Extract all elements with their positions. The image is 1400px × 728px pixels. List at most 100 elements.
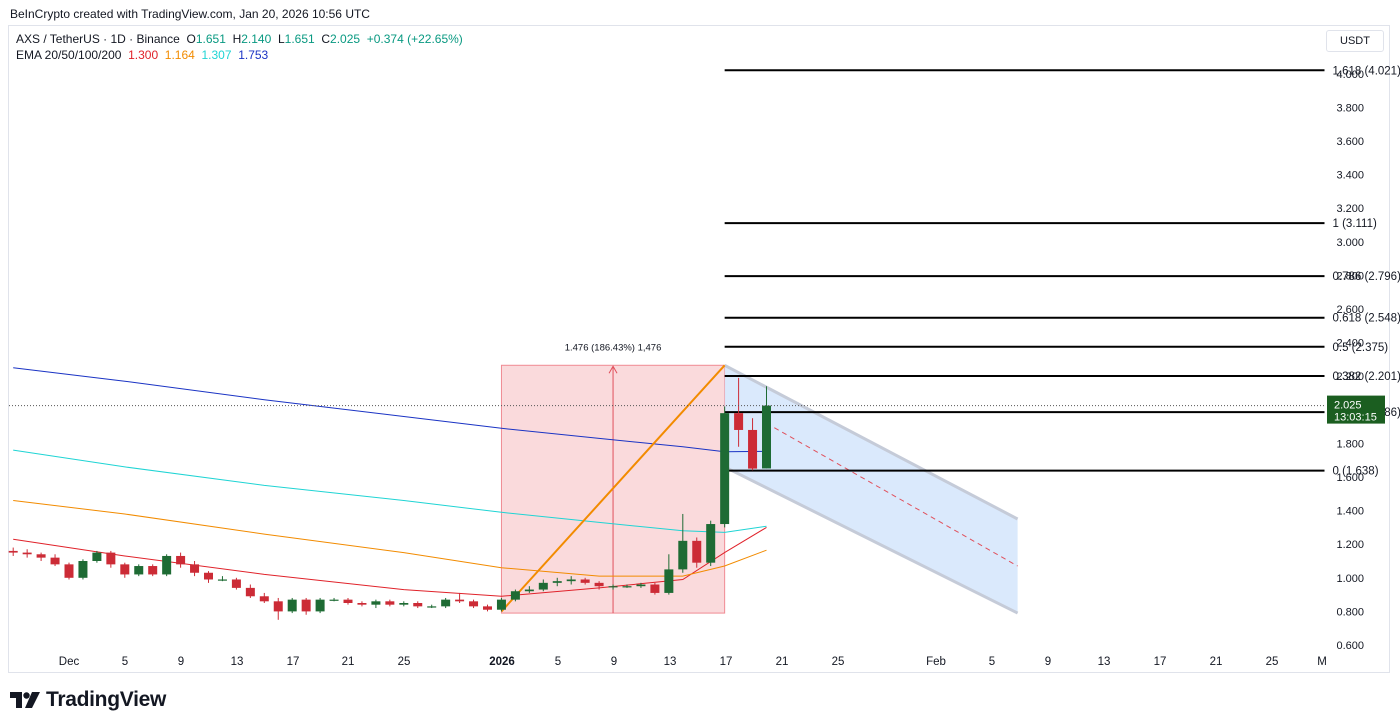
symbol-label: AXS / TetherUS · 1D · Binance <box>16 32 180 46</box>
x-tick-label: 25 <box>398 656 411 668</box>
currency-button[interactable]: USDT <box>1326 30 1384 52</box>
candle-body <box>106 552 116 565</box>
candle-body <box>162 555 172 575</box>
y-tick-label: 2.400 <box>1336 338 1364 350</box>
x-tick-label: 9 <box>1045 656 1051 668</box>
y-tick-label: 1.000 <box>1336 573 1364 585</box>
candle-body <box>148 566 158 575</box>
high-value: 2.140 <box>241 32 272 46</box>
fib-level-label: 0.382 (2.201) <box>1333 371 1400 383</box>
candle-body <box>329 599 339 601</box>
x-tick-label: 13 <box>1098 656 1111 668</box>
range-measure-layer: 1.476 (186.43%) 1,476 <box>500 342 726 614</box>
candle-body <box>413 603 423 607</box>
ema200-value: 1.753 <box>238 48 269 62</box>
y-tick-label: 3.200 <box>1336 203 1364 215</box>
candle-body <box>762 405 771 469</box>
candle-body <box>343 599 353 603</box>
y-tick-label: 3.000 <box>1336 237 1364 249</box>
candle-body <box>441 599 451 607</box>
x-tick-label: 2026 <box>489 656 515 668</box>
candle-body <box>176 555 186 565</box>
candle-body <box>287 599 297 612</box>
candle-body <box>22 552 32 555</box>
axes-layer: 0.6000.8001.0001.2001.4001.6001.8002.000… <box>9 69 1385 668</box>
price-tag-countdown: 13:03:15 <box>1334 412 1377 424</box>
candle-body <box>622 586 632 588</box>
trend-line <box>500 364 726 613</box>
channel-mid-line <box>766 422 1018 567</box>
candle-body <box>524 589 534 592</box>
close-label: C <box>321 32 331 46</box>
candle-body <box>720 413 730 525</box>
candles-layer <box>8 377 771 620</box>
x-tick-label: 21 <box>342 656 355 668</box>
candle-body <box>608 586 618 588</box>
candle-body <box>483 606 492 610</box>
ema-line-ema50 <box>13 500 767 577</box>
candle-body <box>636 584 646 587</box>
candle-body <box>455 599 465 602</box>
y-tick-label: 1.200 <box>1336 539 1364 551</box>
fib-level-label: 1 (3.111) <box>1333 218 1377 230</box>
candle-body <box>134 566 144 575</box>
ema-line-ema200 <box>13 367 767 453</box>
change-value: +0.374 (+22.65%) <box>366 32 463 46</box>
ema50-value: 1.164 <box>164 48 195 62</box>
x-tick-label: 9 <box>611 656 617 668</box>
tradingview-logo-icon <box>10 692 40 708</box>
fib-layer: 1.618 (4.021) 1 (3.111) 0.786 (2.796) 0.618… <box>724 65 1400 478</box>
tradingview-logo[interactable]: TradingView <box>10 688 166 712</box>
fib-level-label: 0.786 (2.796) <box>1333 271 1400 283</box>
candle-body <box>650 584 660 593</box>
price-tag <box>1327 395 1385 424</box>
candle-body <box>8 550 18 553</box>
low-label: L <box>277 32 285 46</box>
y-tick-label: 2.200 <box>1336 371 1364 383</box>
channel-layer <box>723 363 1019 615</box>
y-tick-label: 2.600 <box>1336 304 1364 316</box>
candle-body <box>734 413 744 430</box>
x-tick-label: 21 <box>1210 656 1223 668</box>
x-tick-label: 5 <box>989 656 995 668</box>
x-tick-label: 17 <box>720 656 733 668</box>
candle-body <box>510 591 520 600</box>
channel-lower-line <box>723 465 1019 615</box>
y-tick-label: 4.000 <box>1336 69 1364 81</box>
channel-fill <box>724 365 1018 614</box>
ema-row[interactable]: EMA 20/50/100/200 1.300 1.164 1.307 1.75… <box>16 47 463 63</box>
x-tick-label: 21 <box>776 656 789 668</box>
x-tick-label: 17 <box>287 656 300 668</box>
close-value: 2.025 <box>330 32 361 46</box>
candle-body <box>92 552 102 561</box>
ema-label: EMA 20/50/100/200 <box>16 48 122 62</box>
y-tick-label: 3.800 <box>1336 102 1364 114</box>
candle-body <box>273 601 283 612</box>
candle-body <box>678 540 688 570</box>
candle-body <box>259 596 269 602</box>
candle-body <box>371 601 381 605</box>
x-tick-label: 25 <box>1266 656 1279 668</box>
y-tick-label: 3.400 <box>1336 170 1364 182</box>
candle-body <box>204 572 213 580</box>
candle-body <box>706 524 716 563</box>
x-tick-label: 5 <box>122 656 128 668</box>
y-tick-label: 1.600 <box>1336 472 1364 484</box>
x-tick-label: 17 <box>1154 656 1167 668</box>
y-tick-label: 0.600 <box>1336 640 1364 652</box>
fib-level-label: 0.618 (2.548) <box>1333 313 1400 325</box>
open-label: O <box>186 32 196 46</box>
y-tick-label: 3.600 <box>1336 136 1364 148</box>
x-tick-label: Feb <box>926 656 946 668</box>
range-arrow-head <box>608 365 618 374</box>
ema20-value: 1.300 <box>128 48 159 62</box>
candle-body <box>315 599 325 612</box>
x-tick-label: M <box>1317 656 1327 668</box>
chart-legend: AXS / TetherUS · 1D · Binance O1.651 H2.… <box>16 31 463 63</box>
candle-body <box>231 579 241 588</box>
candle-body <box>120 564 130 575</box>
fib-level-label: 1.618 (4.021) <box>1333 65 1400 77</box>
chart-frame[interactable] <box>8 25 1390 673</box>
candle-body <box>538 582 548 590</box>
